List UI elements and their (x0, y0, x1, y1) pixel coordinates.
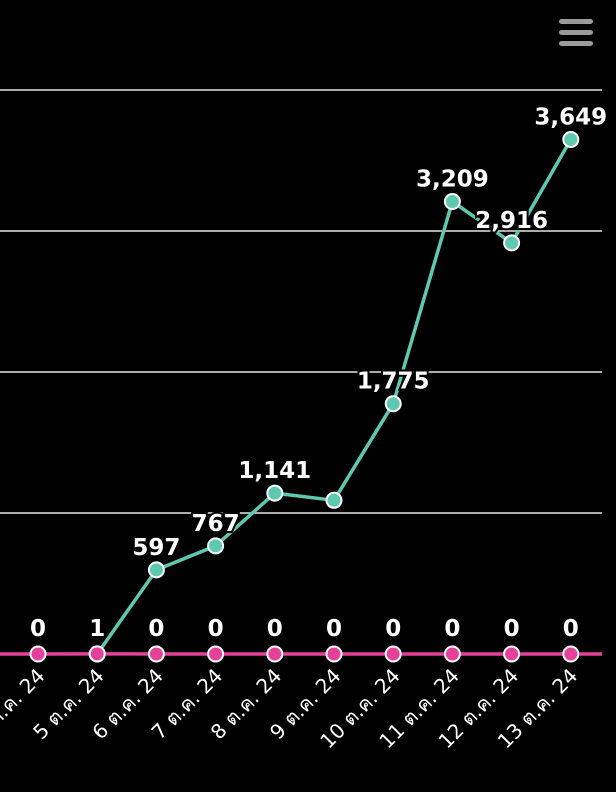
data-point (88, 645, 106, 663)
data-label: 767 (192, 511, 240, 537)
data-point (266, 484, 284, 502)
menu-bar (559, 19, 593, 24)
data-label: 3,209 (416, 167, 489, 193)
data-label: 1 (89, 616, 105, 642)
data-point (147, 561, 165, 579)
data-label: 1,775 (357, 369, 430, 395)
data-label: 0 (385, 616, 401, 642)
data-point (384, 395, 402, 413)
data-label: 0 (563, 616, 579, 642)
data-point (443, 645, 461, 663)
menu-bar (559, 30, 593, 35)
data-point (147, 645, 165, 663)
data-point (503, 234, 521, 252)
data-point (443, 193, 461, 211)
data-point (562, 645, 580, 663)
data-point (503, 645, 521, 663)
data-point (325, 645, 343, 663)
data-label: 0 (504, 616, 520, 642)
data-point (384, 645, 402, 663)
data-label: 0 (30, 616, 46, 642)
data-label: 0 (326, 616, 342, 642)
data-label: 0 (444, 616, 460, 642)
data-label: 0 (267, 616, 283, 642)
data-label: 2,916 (475, 208, 548, 234)
data-label: 597 (132, 535, 180, 561)
data-label: 1,141 (238, 458, 311, 484)
data-point (325, 491, 343, 509)
data-point (29, 645, 47, 663)
hamburger-menu-icon[interactable] (556, 16, 596, 50)
menu-bar (559, 41, 593, 46)
data-label: 0 (208, 616, 224, 642)
data-point (207, 645, 225, 663)
data-point (207, 537, 225, 555)
data-point (562, 130, 580, 148)
data-label: 3,649 (534, 104, 607, 130)
data-point (266, 645, 284, 663)
data-label: 0 (148, 616, 164, 642)
